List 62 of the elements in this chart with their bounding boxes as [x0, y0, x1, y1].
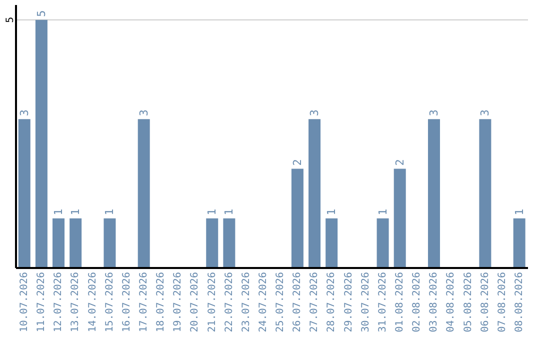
bar — [376, 218, 389, 268]
data-label: 2 — [290, 159, 304, 166]
data-label: 1 — [206, 208, 219, 216]
x-tick-label: 28.07.2026 — [326, 272, 338, 332]
data-label: 1 — [69, 208, 82, 216]
x-tick-label: 25.07.2026 — [275, 272, 286, 332]
x-tick-label: 20.07.2026 — [190, 272, 201, 332]
x-tick-label: 15.07.2026 — [104, 272, 116, 332]
x-tick-label: 02.08.2026 — [412, 272, 423, 332]
bar — [479, 119, 492, 268]
x-tick-label: 30.07.2026 — [360, 272, 372, 332]
x-tick-label: 01.08.2026 — [394, 272, 406, 332]
bar — [513, 218, 526, 268]
x-tick-label: 31.07.2026 — [377, 272, 388, 332]
bar — [428, 119, 440, 268]
bar — [70, 218, 82, 268]
data-label: 5 — [34, 10, 48, 17]
data-label: 1 — [376, 208, 390, 216]
data-label: 1 — [103, 208, 116, 216]
x-tick-label: 19.07.2026 — [172, 272, 184, 332]
x-tick-label: 08.08.2026 — [514, 272, 525, 332]
x-tick-label: 10.07.2026 — [19, 272, 30, 332]
x-tick-label: 13.07.2026 — [70, 272, 82, 332]
bar — [308, 119, 321, 268]
x-tick-label: 14.07.2026 — [87, 272, 98, 332]
data-label: 2 — [393, 159, 406, 166]
data-label: 1 — [325, 208, 338, 216]
x-tick-label: 03.08.2026 — [428, 272, 440, 332]
x-tick-label: 04.08.2026 — [446, 272, 457, 332]
data-label: 1 — [512, 208, 526, 216]
data-label: 3 — [137, 110, 150, 116]
data-label: 1 — [222, 208, 236, 216]
x-tick-label: 16.07.2026 — [121, 272, 132, 332]
data-label: 3 — [308, 110, 322, 116]
bar — [104, 218, 116, 268]
x-tick-label: 21.07.2026 — [206, 272, 218, 332]
x-tick-label: 22.07.2026 — [224, 272, 235, 332]
data-label: 3 — [427, 110, 440, 116]
bar — [52, 218, 65, 268]
x-tick-label: 26.07.2026 — [292, 272, 304, 332]
x-tick-label: 29.07.2026 — [343, 272, 354, 332]
x-tick-label: 24.07.2026 — [258, 272, 269, 332]
x-tick-label: 12.07.2026 — [53, 272, 64, 332]
bar — [138, 119, 150, 268]
data-label: 3 — [18, 110, 31, 116]
bar — [35, 20, 48, 268]
data-label: 3 — [478, 110, 492, 116]
x-tick-label: 11.07.2026 — [36, 272, 48, 332]
x-tick-label: 23.07.2026 — [240, 272, 252, 332]
bar — [18, 119, 30, 268]
bar — [206, 218, 218, 268]
bar — [326, 218, 338, 268]
bar — [291, 168, 304, 268]
data-label: 1 — [52, 208, 66, 216]
x-tick-label: 05.08.2026 — [462, 272, 474, 332]
x-tick-label: 18.07.2026 — [156, 272, 167, 332]
x-tick-label: 27.07.2026 — [309, 272, 320, 332]
x-tick-label: 07.08.2026 — [496, 272, 508, 332]
x-tick-label: 17.07.2026 — [138, 272, 150, 332]
bar — [223, 218, 236, 268]
x-tick-label: 06.08.2026 — [480, 272, 491, 332]
bar — [394, 168, 406, 268]
